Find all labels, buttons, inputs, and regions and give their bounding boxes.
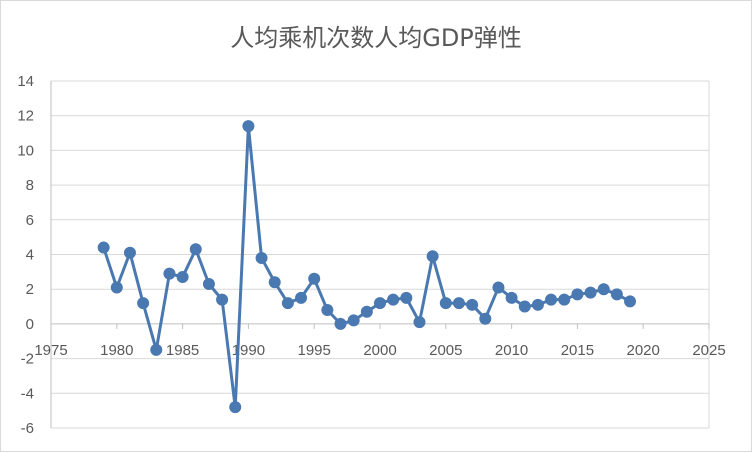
x-tick-label: 2025	[692, 342, 725, 359]
y-tick-label: 2	[26, 281, 34, 298]
data-point	[518, 300, 531, 313]
data-point	[558, 293, 571, 306]
y-tick-label: 0	[26, 316, 34, 333]
x-tick-label: 1995	[298, 342, 331, 359]
data-point	[571, 288, 584, 301]
data-point	[452, 297, 465, 310]
data-point	[584, 286, 597, 299]
data-point	[176, 271, 189, 284]
data-point	[281, 297, 294, 310]
data-point	[505, 291, 518, 304]
data-point	[492, 281, 505, 294]
grid-layer	[51, 80, 710, 429]
data-point	[202, 277, 215, 290]
data-point	[229, 401, 242, 414]
x-tick-label: 2005	[429, 342, 462, 359]
data-point	[216, 293, 229, 306]
data-point	[97, 241, 110, 254]
y-tick-label: -4	[21, 385, 34, 402]
data-point	[413, 316, 426, 329]
data-point	[400, 291, 413, 304]
y-tick-label: -2	[21, 351, 34, 368]
chart-title: 人均乘机次数人均GDP弹性	[230, 24, 522, 52]
y-tick-label: 12	[17, 108, 34, 125]
axis-layer: -6 -4 -2 0 2 4 6 8 10 12 14 1975 1980 1985 1990 1995 200…	[17, 73, 725, 437]
data-point	[347, 314, 360, 327]
data-point	[624, 295, 637, 308]
data-point	[137, 297, 150, 310]
data-point	[479, 312, 492, 325]
data-point	[610, 288, 623, 301]
data-point	[255, 251, 268, 264]
data-point	[597, 283, 610, 296]
data-point	[163, 267, 176, 280]
x-tick-label: 1975	[34, 342, 67, 359]
data-point	[387, 293, 400, 306]
y-tick-label: 8	[26, 177, 34, 194]
data-point	[531, 298, 544, 311]
x-tick-label: 2000	[363, 342, 396, 359]
series-layer	[97, 120, 637, 414]
data-point	[321, 304, 334, 317]
data-point	[439, 297, 452, 310]
data-point	[374, 297, 386, 310]
y-tick-label: 6	[26, 212, 34, 229]
data-point	[189, 243, 202, 256]
data-point	[123, 246, 136, 259]
data-point	[295, 291, 308, 304]
data-point	[334, 317, 347, 330]
data-point	[466, 298, 479, 311]
data-point	[545, 293, 558, 306]
data-point	[360, 305, 373, 318]
x-tick-label: 2015	[561, 342, 594, 359]
data-point	[308, 272, 321, 285]
x-tick-label: 2010	[495, 342, 528, 359]
data-point	[110, 281, 123, 294]
x-tick-label: 1990	[232, 342, 265, 359]
data-point	[268, 276, 281, 289]
y-tick-label: -6	[21, 420, 34, 437]
series-line	[102, 124, 631, 409]
data-point	[242, 120, 255, 133]
y-tick-label: 14	[17, 73, 34, 90]
x-tick-label: 2020	[627, 342, 660, 359]
x-tick-label: 1980	[100, 342, 133, 359]
data-point	[150, 343, 163, 356]
y-tick-label: 10	[17, 142, 34, 159]
y-tick-label: 4	[26, 247, 34, 264]
x-tick-label: 1985	[166, 342, 199, 359]
data-point	[426, 250, 439, 263]
